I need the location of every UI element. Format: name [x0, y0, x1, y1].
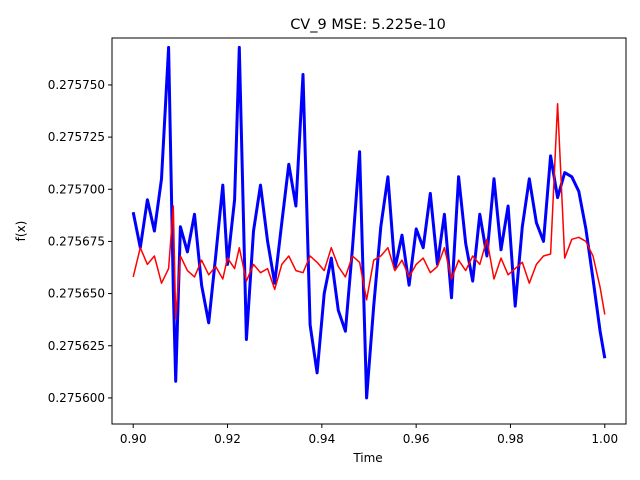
- y-axis: 0.275600 0.275625 0.275650 0.275675 0.275700…: [48, 78, 112, 405]
- y-tick-label: 0.275650: [48, 287, 105, 301]
- y-tick-label: 0.275700: [48, 182, 105, 196]
- plot-frame: [111, 37, 627, 425]
- y-tick-label: 0.275750: [48, 78, 105, 92]
- x-tick-label: 0.96: [403, 432, 430, 446]
- series-layer: [131, 45, 607, 400]
- x-tick-label: 0.98: [497, 432, 524, 446]
- series-line-1: [131, 45, 607, 400]
- series-line-2: [132, 102, 606, 320]
- x-tick-label: 0.90: [120, 432, 147, 446]
- x-tick-label: 1.00: [591, 432, 618, 446]
- chart-title: CV_9 MSE: 5.225e-10: [290, 17, 446, 33]
- y-tick-label: 0.275625: [48, 339, 105, 353]
- y-tick-label: 0.275600: [48, 391, 105, 405]
- x-tick-label: 0.94: [308, 432, 335, 446]
- y-axis-label: f(x): [14, 221, 28, 242]
- x-axis-label: Time: [352, 451, 382, 465]
- y-tick-label: 0.275725: [48, 130, 105, 144]
- y-tick-label: 0.275675: [48, 234, 105, 248]
- x-tick-label: 0.92: [214, 432, 241, 446]
- x-axis: 0.90 0.92 0.94 0.96 0.98 1.00: [120, 424, 618, 446]
